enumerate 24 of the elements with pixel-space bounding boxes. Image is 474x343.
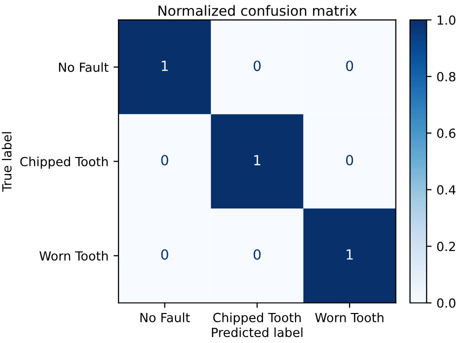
color-bar-label: 0.0 [437, 298, 456, 308]
y-axis-title: True label [2, 132, 12, 192]
color-bar-label: 0.4 [437, 185, 456, 195]
x-tick-label: Worn Tooth [315, 312, 384, 322]
color-bar-label: 0.6 [437, 128, 456, 138]
data-label: 1 [162, 60, 168, 71]
x-tick-label: Chipped Tooth [213, 312, 301, 325]
y-tick-label: No Fault [59, 62, 108, 72]
y-tick-label: Chipped Tooth [20, 156, 108, 169]
data-label: 0 [161, 249, 168, 260]
color-bar-label: 0.2 [437, 242, 455, 252]
y-tick-label: Worn Tooth [39, 250, 108, 261]
color-bar-label: 1.0 [438, 15, 456, 25]
chart-title: Normalized confusion matrix [158, 5, 357, 16]
data-label: 0 [254, 60, 261, 72]
data-label: 0 [254, 249, 261, 260]
data-label: 0 [346, 60, 354, 72]
x-axis-title: Predicted label [212, 327, 302, 338]
data-label: 0 [346, 154, 354, 166]
data-label: 1 [254, 155, 260, 166]
data-label: 0 [161, 154, 168, 166]
x-tick-label: No Fault [140, 312, 190, 322]
data-label: 1 [346, 249, 353, 260]
color-bar-label: 0.8 [437, 72, 456, 82]
